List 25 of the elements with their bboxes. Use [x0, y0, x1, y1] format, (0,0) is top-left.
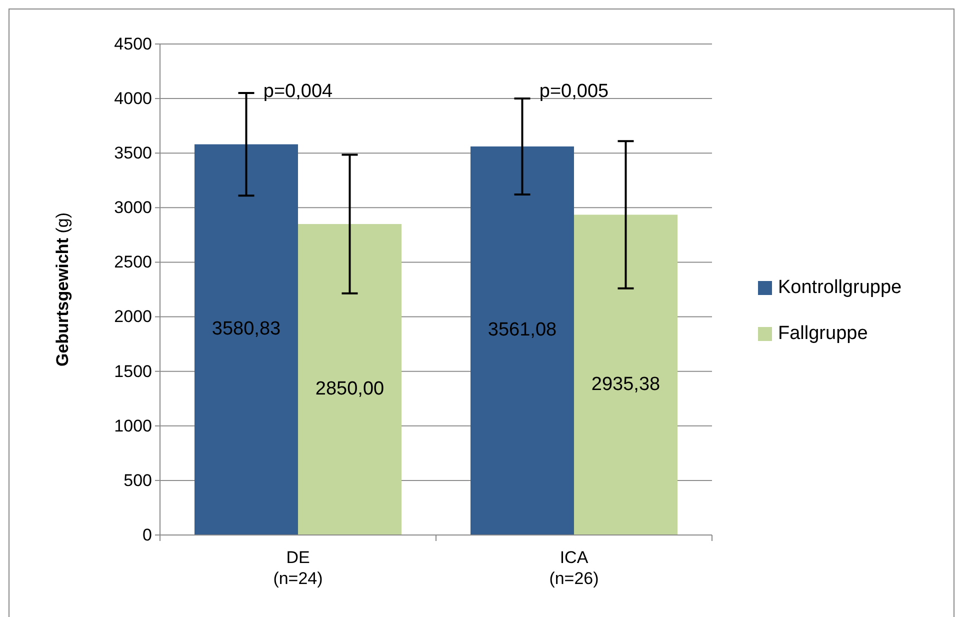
data-label: 3580,83: [212, 318, 281, 340]
data-label: 3561,08: [488, 320, 557, 341]
y-tick-label: 3000: [114, 198, 152, 218]
data-label: 2935,38: [591, 374, 660, 395]
legend-label: Fallgruppe: [778, 323, 868, 344]
y-tick-label: 3500: [114, 144, 152, 163]
y-tick-label: 2000: [114, 307, 152, 326]
y-tick-label: 4000: [114, 88, 152, 108]
y-tick-label: 1000: [114, 416, 152, 436]
bar: [298, 224, 402, 535]
legend-label: Kontrollgruppe: [778, 277, 902, 298]
bar: [574, 214, 678, 535]
y-tick-label: 4500: [114, 34, 152, 54]
data-label: 2850,00: [315, 378, 384, 400]
x-tick-label: ICA (n=26): [549, 548, 599, 588]
x-tick-label: DE (n=24): [273, 548, 323, 588]
y-tick-label: 500: [124, 470, 152, 490]
y-tick-label: 2500: [114, 252, 152, 272]
y-axis-title: Geburtsgewicht (g): [53, 212, 72, 366]
annotation: p=0,004: [263, 81, 334, 102]
annotation: p=0,005: [539, 81, 609, 102]
y-tick-label: 0: [142, 525, 152, 544]
y-tick-label: 1500: [114, 362, 152, 381]
bar: [470, 146, 574, 535]
bar: [194, 144, 298, 535]
